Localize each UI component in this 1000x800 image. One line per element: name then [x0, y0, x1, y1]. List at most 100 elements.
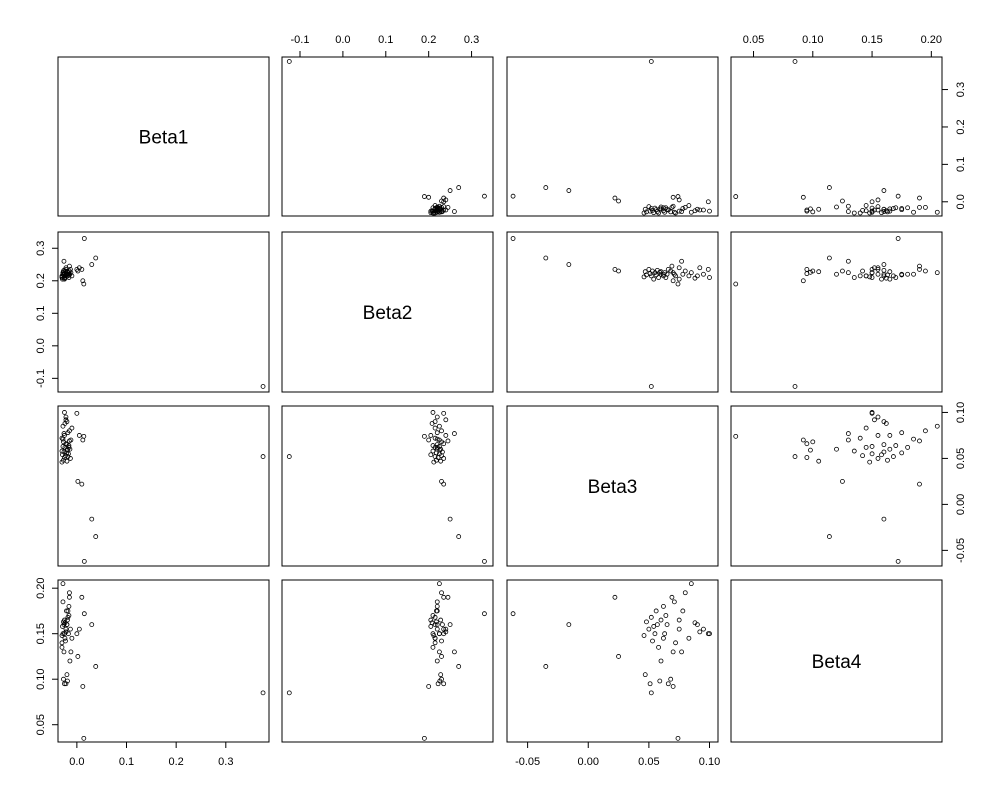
point — [881, 516, 887, 522]
point — [804, 208, 810, 214]
point — [437, 678, 443, 684]
point — [438, 672, 444, 678]
point — [436, 631, 442, 637]
point — [680, 608, 686, 614]
point — [808, 206, 813, 212]
point — [863, 444, 869, 450]
point — [895, 236, 901, 241]
point — [437, 206, 443, 212]
point — [543, 664, 549, 669]
point — [63, 414, 69, 420]
point — [917, 266, 922, 272]
point — [653, 272, 659, 278]
point — [792, 384, 798, 389]
point — [834, 204, 839, 210]
point — [65, 678, 70, 684]
point — [851, 275, 857, 280]
point — [642, 672, 648, 678]
point — [80, 684, 86, 689]
point — [644, 209, 649, 215]
point — [845, 431, 851, 436]
point — [447, 622, 453, 627]
y-tick-label: 0.10 — [955, 402, 967, 423]
point — [675, 735, 681, 741]
y-tick-label: 0.05 — [35, 714, 47, 735]
point — [566, 622, 572, 627]
point — [890, 454, 896, 459]
y-tick-label: 0.20 — [35, 577, 47, 598]
y-tick-label: 0.15 — [35, 623, 47, 644]
point — [63, 638, 68, 644]
point — [800, 194, 806, 200]
x-tick-label: 0.0 — [335, 34, 350, 46]
point — [671, 271, 677, 277]
point — [433, 608, 439, 614]
point — [895, 193, 901, 199]
point — [682, 590, 688, 596]
point — [286, 690, 292, 696]
point — [79, 481, 85, 487]
point — [75, 479, 81, 484]
point — [67, 594, 72, 600]
point — [434, 430, 440, 436]
point — [648, 273, 654, 279]
point — [664, 622, 670, 627]
point — [890, 273, 896, 279]
point — [428, 617, 434, 623]
point — [62, 620, 68, 626]
panel — [281, 579, 494, 743]
point — [675, 281, 681, 287]
point — [834, 446, 839, 452]
point — [885, 209, 890, 215]
point — [881, 209, 887, 214]
point — [804, 441, 810, 447]
point — [676, 208, 682, 214]
panel — [506, 579, 719, 743]
point — [441, 441, 447, 447]
point — [887, 269, 893, 275]
variable-label: Beta3 — [588, 477, 638, 498]
point — [75, 654, 81, 659]
point — [61, 676, 66, 682]
point — [860, 268, 865, 274]
point — [452, 431, 457, 436]
point — [694, 273, 700, 279]
point — [869, 270, 875, 276]
point — [670, 649, 676, 655]
y-tick-label: -0.05 — [955, 538, 967, 563]
point — [686, 635, 692, 641]
point — [64, 608, 69, 614]
point — [875, 456, 881, 461]
point — [899, 450, 905, 456]
point — [445, 594, 451, 600]
point — [845, 270, 851, 276]
point — [434, 626, 440, 632]
point — [286, 454, 292, 459]
point — [917, 204, 922, 210]
point — [688, 581, 694, 587]
point — [657, 678, 663, 684]
point — [923, 204, 928, 210]
point — [452, 209, 457, 214]
point — [60, 423, 66, 429]
point — [482, 193, 487, 199]
x-tick-label: 0.1 — [378, 34, 393, 46]
point — [840, 479, 845, 484]
point — [863, 203, 869, 208]
panel — [730, 231, 943, 393]
point — [447, 516, 453, 522]
point — [875, 197, 881, 203]
point — [648, 59, 654, 64]
point — [881, 442, 887, 448]
panel — [730, 579, 943, 743]
point — [445, 438, 451, 444]
point — [452, 649, 457, 655]
point — [432, 635, 438, 641]
point — [885, 457, 890, 463]
point — [676, 617, 682, 623]
point — [81, 611, 87, 617]
point — [905, 205, 911, 211]
point — [826, 185, 832, 190]
point — [911, 436, 916, 442]
point — [67, 658, 73, 664]
